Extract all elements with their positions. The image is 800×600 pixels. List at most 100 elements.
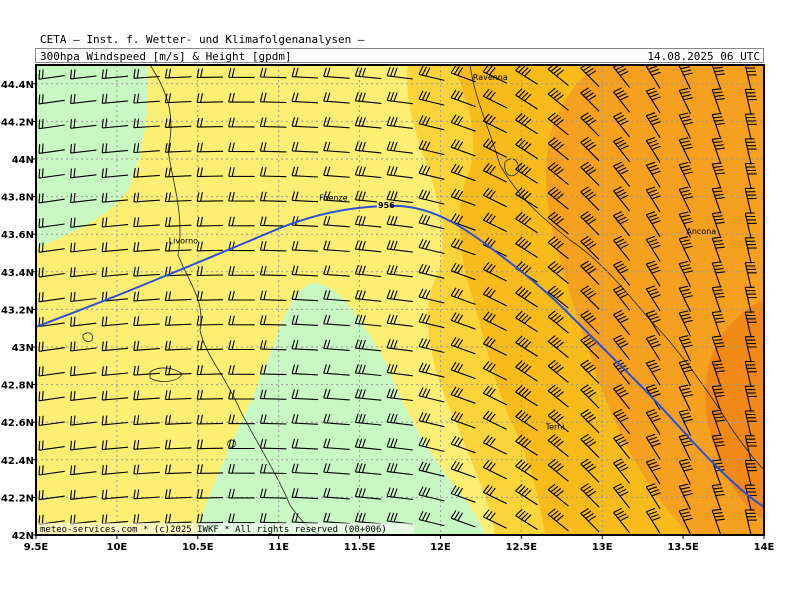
- wind-barb: [580, 260, 600, 285]
- wind-barb: [259, 142, 287, 153]
- wind-barb: [38, 366, 65, 377]
- wind-barb: [228, 414, 255, 425]
- wind-barb: [323, 92, 350, 104]
- wind-barb: [678, 483, 693, 510]
- wind-barb: [711, 335, 725, 362]
- wind-barb: [711, 483, 725, 511]
- wind-barb: [678, 186, 693, 214]
- wind-barb: [228, 142, 255, 153]
- wind-barb: [164, 390, 192, 401]
- wind-barb: [547, 65, 569, 86]
- wind-barb: [259, 166, 287, 178]
- wind-barb: [515, 286, 538, 308]
- wind-barb: [580, 186, 600, 211]
- wind-barb: [354, 91, 382, 104]
- wind-barb: [354, 141, 382, 154]
- wind-barb: [386, 289, 413, 303]
- x-tick-label: 12.5E: [506, 542, 538, 553]
- wind-barb: [70, 440, 97, 451]
- wind-barb: [228, 315, 255, 326]
- wind-barb: [133, 415, 160, 426]
- wind-barb: [259, 191, 287, 202]
- wind-barb: [744, 435, 757, 462]
- wind-barb: [482, 163, 507, 183]
- wind-barb: [678, 384, 693, 411]
- wind-barb: [323, 191, 350, 203]
- wind-barb: [133, 365, 160, 376]
- wind-barb: [547, 161, 569, 185]
- wind-barb: [354, 215, 382, 228]
- wind-barb: [101, 93, 129, 104]
- wind-barb: [164, 118, 192, 128]
- wind-barb: [164, 340, 192, 351]
- map-plot-area: 956 Ravenna Firenze Livorno Ancona Terni…: [36, 65, 764, 535]
- wind-barb: [228, 439, 255, 450]
- wind-barb: [101, 69, 129, 80]
- wind-barb: [70, 168, 97, 179]
- wind-barb: [711, 112, 725, 140]
- wind-barb: [547, 186, 569, 210]
- wind-barb: [580, 384, 600, 409]
- y-tick-label: 43N: [12, 343, 34, 354]
- wind-barb: [386, 240, 413, 253]
- wind-barb: [354, 190, 382, 203]
- wind-barb: [354, 364, 382, 377]
- wind-barb: [133, 217, 160, 228]
- wind-barb: [613, 384, 631, 410]
- wind-barb: [323, 487, 350, 500]
- wind-barb: [613, 433, 631, 459]
- wind-barb: [70, 489, 97, 500]
- wind-barb: [580, 136, 600, 162]
- wind-barb: [259, 488, 287, 499]
- wind-barb: [259, 513, 287, 524]
- wind-barb: [482, 311, 507, 331]
- wind-barb: [38, 193, 65, 204]
- wind-barb: [450, 188, 476, 206]
- wind-barb: [744, 88, 757, 115]
- wind-barb: [164, 316, 192, 326]
- wind-barb: [613, 87, 631, 113]
- x-tick-label: 12E: [430, 542, 451, 553]
- wind-barb: [323, 364, 350, 376]
- wind-barb: [70, 69, 97, 80]
- wind-barb: [101, 440, 129, 451]
- wind-barb: [711, 65, 725, 90]
- wind-barb: [354, 339, 382, 352]
- wind-barb: [645, 161, 661, 188]
- wind-barb: [645, 260, 661, 287]
- y-tick-label: 44.4N: [1, 80, 34, 91]
- wind-barb: [323, 166, 350, 178]
- wind-barb: [711, 409, 725, 437]
- wind-barb: [228, 167, 255, 177]
- wind-barb: [450, 65, 476, 83]
- wind-barb: [101, 365, 129, 376]
- wind-barb: [678, 211, 693, 238]
- wind-barb: [164, 68, 192, 79]
- wind-barb: [580, 211, 600, 236]
- wind-zone-green-northwest: [36, 65, 149, 248]
- wind-barb: [482, 484, 507, 505]
- wind-barb: [386, 141, 413, 154]
- wind-barb: [547, 260, 569, 284]
- y-tick-label: 44N: [12, 155, 34, 166]
- wind-barb: [515, 137, 538, 160]
- wind-barb: [70, 390, 97, 401]
- wind-barb: [711, 236, 725, 263]
- wind-barb: [323, 141, 350, 154]
- x-tick-label: 13.5E: [667, 542, 699, 553]
- wind-barb: [291, 463, 319, 475]
- wind-barb: [196, 266, 224, 277]
- wind-barb: [164, 365, 192, 376]
- city-label-ancona: Ancona: [686, 227, 716, 236]
- wind-barb: [196, 513, 224, 524]
- wind-barb: [196, 117, 224, 128]
- wind-barb: [580, 161, 600, 186]
- wind-barb: [38, 118, 65, 130]
- wind-barb: [386, 91, 413, 105]
- wind-barb: [323, 314, 350, 327]
- wind-barb: [259, 414, 287, 425]
- wind-barb: [196, 439, 224, 450]
- wind-barb: [164, 439, 192, 450]
- wind-barb: [164, 217, 192, 227]
- axis-ticks: 9.5E 10E 10.5E 11E 11.5E 12E 12.5E 13E 13.5E 14E 4…: [1, 80, 775, 553]
